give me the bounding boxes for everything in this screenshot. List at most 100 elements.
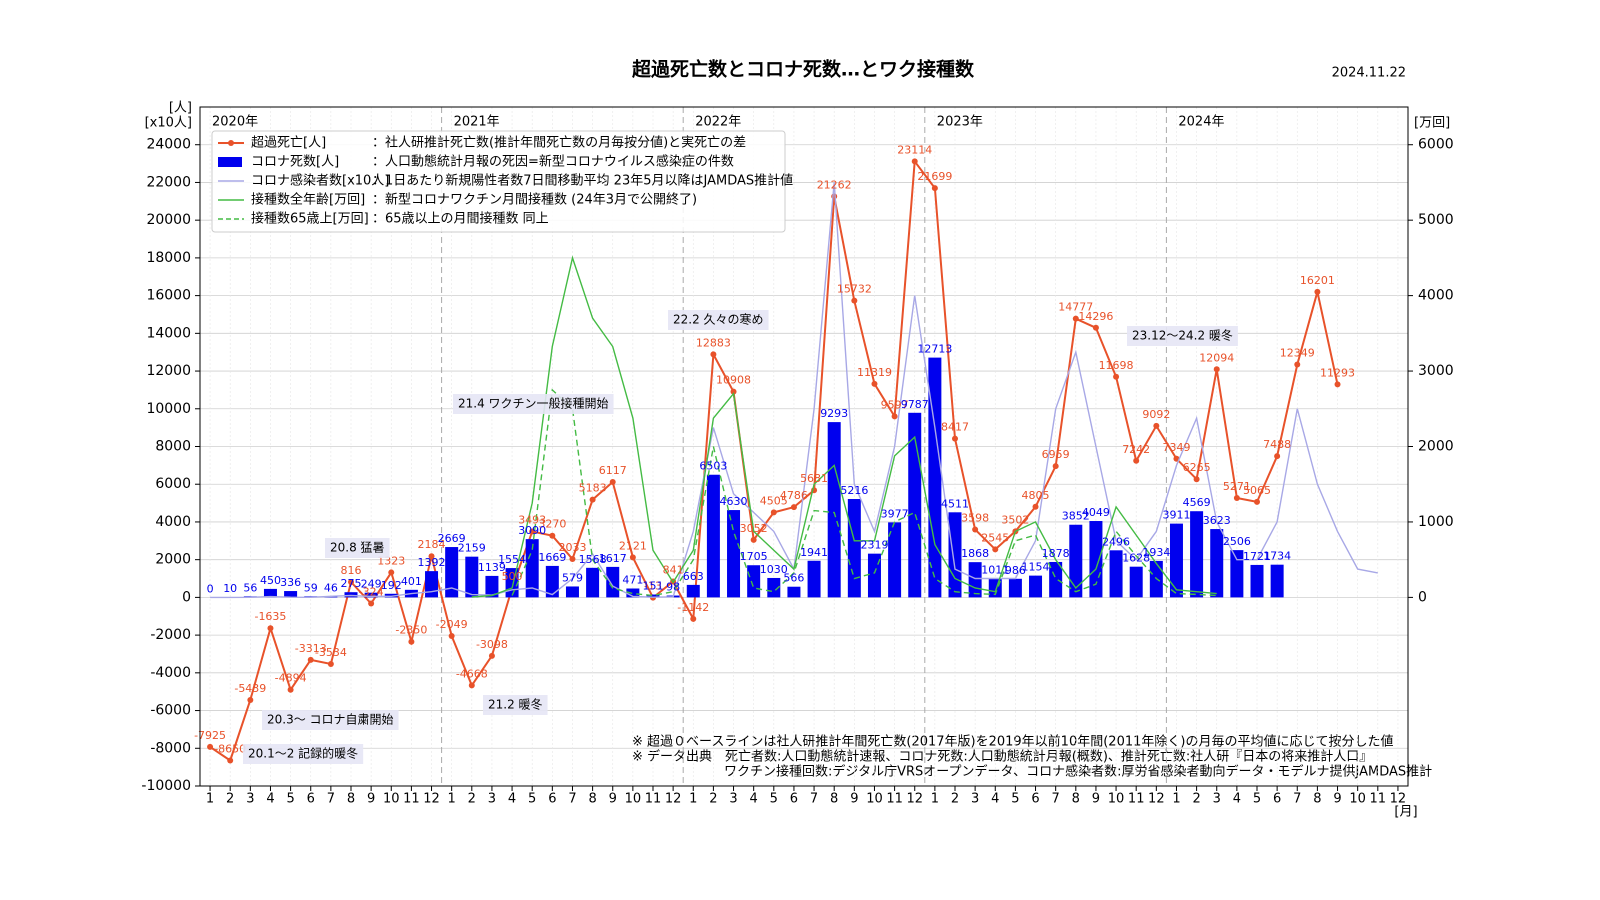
x-tick-label: 4 <box>508 792 516 807</box>
data-label: 12883 <box>696 336 731 349</box>
bar <box>827 422 841 598</box>
point <box>468 682 475 689</box>
y2-tick-label: 1000 <box>1418 514 1454 530</box>
bar <box>1029 575 1043 598</box>
data-label: 1030 <box>760 563 788 576</box>
point <box>388 569 395 576</box>
series-line <box>511 388 1217 597</box>
data-label: 986 <box>1005 564 1026 577</box>
data-label: 6117 <box>599 464 627 477</box>
bar <box>1230 550 1244 598</box>
x-tick-label: 4 <box>266 792 274 807</box>
annotation: 23.12～24.2 暖冬 <box>1132 328 1233 343</box>
bar <box>465 556 479 598</box>
annotation-box <box>262 710 399 730</box>
bar <box>1109 550 1123 598</box>
point <box>1153 422 1160 429</box>
data-label: 3623 <box>1203 514 1231 527</box>
y-tick-label: 4000 <box>155 514 191 530</box>
x-tick-label: 9 <box>850 792 858 807</box>
data-label: -3313 <box>295 642 327 655</box>
point <box>931 185 938 192</box>
x-tick-label: 10 <box>383 792 400 807</box>
y-tick-label: 18000 <box>146 250 191 266</box>
data-label: 7349 <box>1162 441 1190 454</box>
data-label: 3090 <box>518 524 546 537</box>
data-label: -4668 <box>456 667 488 680</box>
data-label: 1392 <box>418 556 446 569</box>
point <box>589 496 596 503</box>
point <box>1193 476 1200 483</box>
bar <box>384 593 398 598</box>
x-tick-label: 2 <box>709 792 717 807</box>
x-tick-label: 3 <box>1213 792 1221 807</box>
point <box>1072 315 1079 322</box>
y-tick-label: -8000 <box>150 740 191 756</box>
x-tick-label: 5 <box>286 792 294 807</box>
x-tick-label: 7 <box>568 792 576 807</box>
data-label: 59 <box>304 581 318 594</box>
x-tick-label: 1 <box>206 792 214 807</box>
point <box>972 526 979 533</box>
x-tick-label: 2 <box>226 792 234 807</box>
series-line <box>471 255 1217 598</box>
data-label: 98 <box>666 581 680 594</box>
data-label: 3052 <box>740 522 768 535</box>
bar <box>425 571 439 598</box>
data-label: 1734 <box>1263 550 1291 563</box>
y-tick-label: 12000 <box>146 363 191 379</box>
data-label: -4894 <box>275 672 307 685</box>
y2-axis-label: [万回] <box>1414 116 1450 131</box>
y2-tick-label: 3000 <box>1418 363 1454 379</box>
point <box>569 556 576 563</box>
data-label: -1635 <box>254 610 286 623</box>
y2-tick-label: 4000 <box>1418 288 1454 304</box>
bar <box>767 577 781 598</box>
data-label: 10 <box>223 582 237 595</box>
bar <box>847 499 861 598</box>
x-tick-label: 8 <box>347 792 355 807</box>
bar <box>948 512 962 598</box>
point <box>448 633 455 640</box>
x-tick-label: 9 <box>609 792 617 807</box>
data-label: -2350 <box>395 624 427 637</box>
data-label: 3977 <box>881 507 909 520</box>
point <box>207 743 214 750</box>
data-label: 16201 <box>1300 274 1335 287</box>
bar <box>364 592 378 598</box>
point <box>730 388 737 395</box>
y-tick-label: 6000 <box>155 476 191 492</box>
data-label: -3098 <box>476 638 508 651</box>
year-label: 2021年 <box>454 115 500 130</box>
data-label: 816 <box>341 564 362 577</box>
point <box>1213 366 1220 373</box>
data-label: 1878 <box>1042 547 1070 560</box>
year-label: 2023年 <box>937 115 983 130</box>
x-tick-label: 2 <box>1192 792 1200 807</box>
x-tick-label: 2 <box>468 792 476 807</box>
x-tick-label: 1 <box>689 792 697 807</box>
x-tick-label: 5 <box>528 792 536 807</box>
data-label: 4511 <box>941 497 969 510</box>
legend-box <box>211 130 786 233</box>
data-label: 2184 <box>418 538 446 551</box>
legend-label: 超過死亡[人] <box>251 136 326 151</box>
x-tick-label: 12 <box>1390 792 1407 807</box>
note: ※ データ出典 死亡者数:人口動態統計速報、コロナ死数:人口動態統計月報(概数)… <box>632 749 1372 765</box>
data-label: 5216 <box>840 484 868 497</box>
point <box>307 656 314 663</box>
bar <box>807 560 821 598</box>
date: 2024.11.22 <box>1332 66 1406 81</box>
point <box>1274 453 1281 460</box>
point <box>549 532 556 539</box>
point <box>408 638 415 645</box>
x-tick-label: 8 <box>1313 792 1321 807</box>
y2-tick-label: 2000 <box>1418 439 1454 455</box>
point <box>770 509 777 516</box>
x-axis-label: [月] <box>1394 805 1417 820</box>
y-tick-label: 10000 <box>146 401 191 417</box>
data-label: 7488 <box>1263 438 1291 451</box>
data-label: 1934 <box>1142 546 1170 559</box>
bar <box>727 510 741 598</box>
bar <box>646 594 660 598</box>
